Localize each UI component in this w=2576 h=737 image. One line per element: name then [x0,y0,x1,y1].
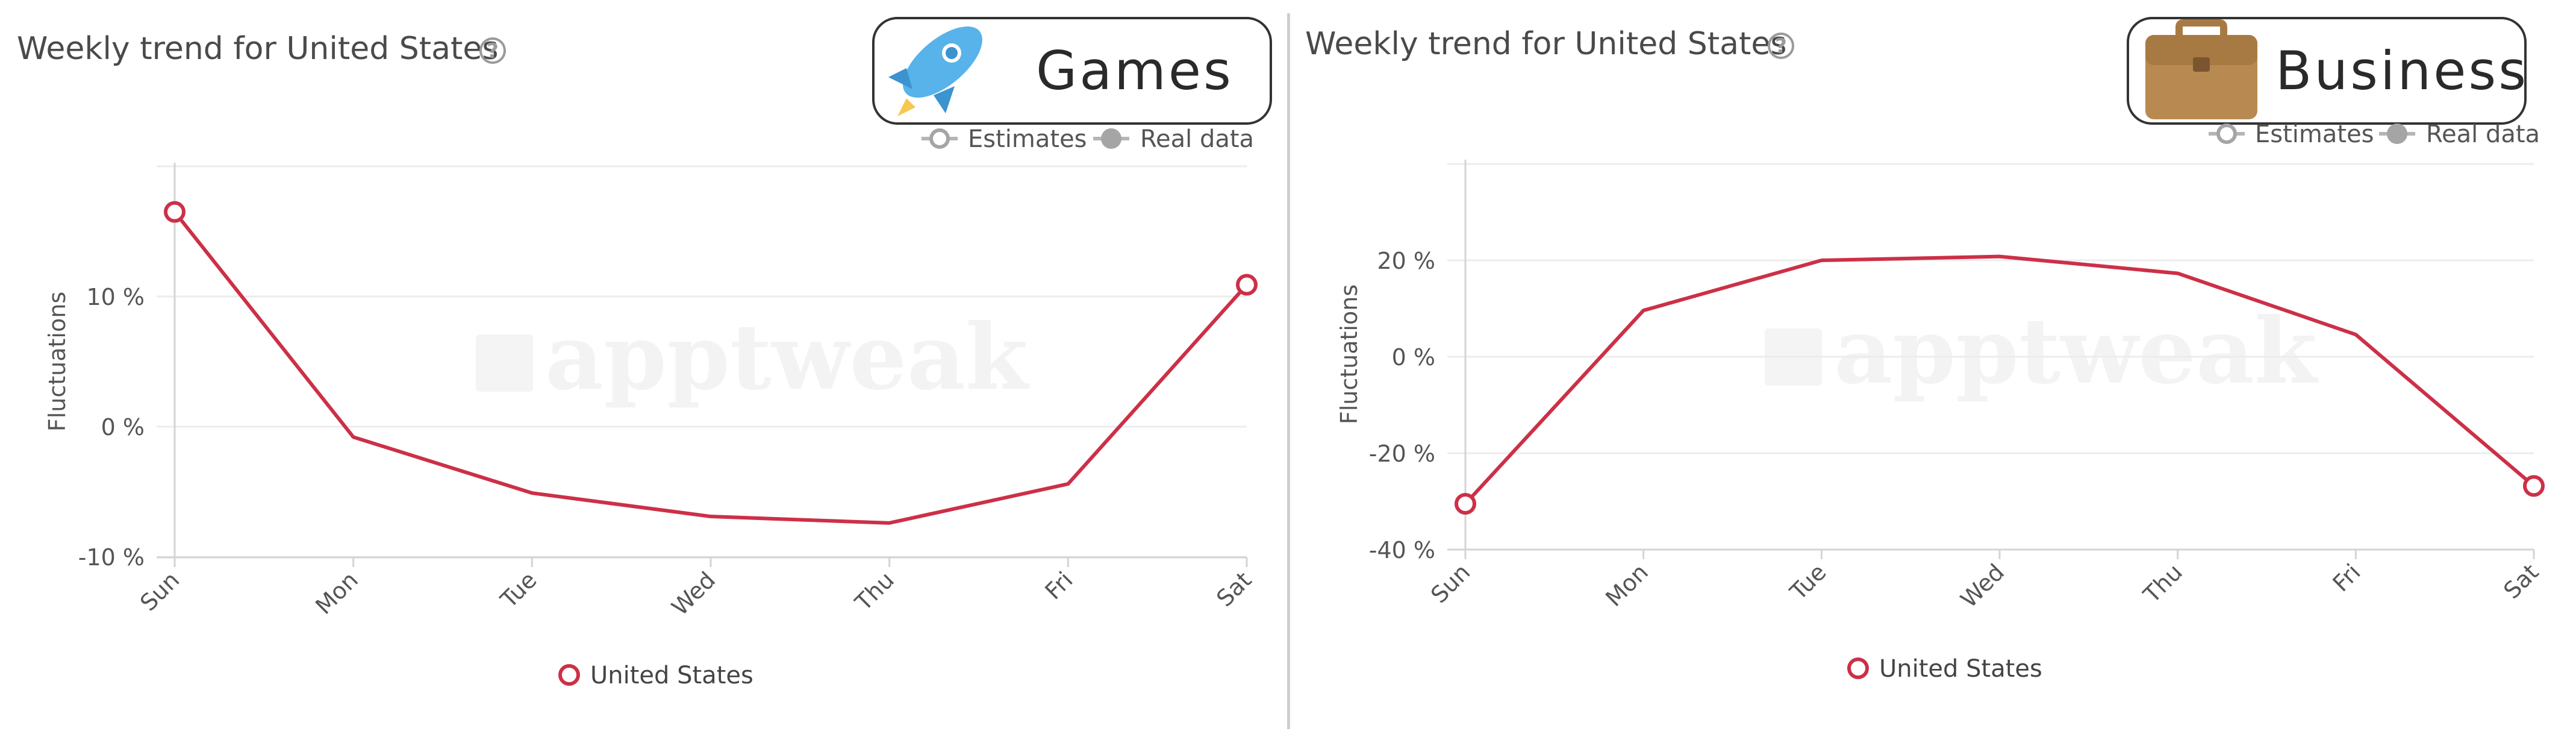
legend[interactable]: United States [558,662,753,689]
x-tick-label: Tue [1785,559,1832,606]
toggle-estimates-label: Estimates [968,125,1087,153]
watermark: apptweak [1765,298,2319,404]
legend-item-united-states: United States [1879,655,2042,683]
y-tick-label: -10 % [78,544,145,571]
x-tick-label: Wed [667,566,721,621]
watermark: apptweak [476,304,1030,410]
briefcase-icon [2145,19,2257,119]
x-tick-label: Sun [1426,559,1475,608]
data-point [164,201,186,223]
x-tick-label: Mon [310,566,363,619]
legend-item-united-states: United States [590,662,753,689]
category-badge: Games [872,17,1272,125]
chart-business: Weekly trend for United States ? Busines… [1305,17,2545,683]
watermark-text: apptweak [1834,298,2319,404]
rocket-icon [888,26,982,116]
toggle-estimates[interactable]: Estimates [922,125,1087,153]
chart-title: Weekly trend for United States [17,31,498,67]
data-point [2523,475,2545,497]
series-line [173,210,1249,525]
help-icon[interactable]: ? [1768,33,1794,59]
x-tick-label: Sat [2498,559,2543,604]
x-tick-label: Fri [1040,566,1078,604]
y-axis-label: Fluctuations [44,292,70,431]
data-point [1236,274,1258,296]
x-tick-label: Tue [495,566,542,613]
help-icon[interactable]: ? [479,37,506,64]
svg-text:?: ? [1775,34,1787,58]
chart-games: Weekly trend for United States ? Games E [17,17,1272,689]
series-line [1464,254,2535,506]
chart-title: Weekly trend for United States [1305,26,1786,62]
chart-panel-business: Weekly trend for United States ? Busines… [1292,0,2575,737]
watermark-text: apptweak [545,304,1030,410]
x-tick-label: Sat [1211,566,1256,612]
x-tick-label: Thu [850,566,899,616]
toggle-real-data-label: Real data [1140,125,1254,153]
x-tick-label: Sun [135,566,184,616]
badge-label: Games [1036,40,1233,102]
y-axis-label: Fluctuations [1336,284,1362,424]
x-tick-label: Thu [2138,559,2188,608]
y-tick-label: -40 % [1369,537,1435,563]
category-badge: Business [2127,17,2528,125]
x-tick-label: Fri [2328,559,2366,597]
y-tick-label: 20 % [1377,248,1435,274]
x-tick-label: Wed [1956,559,2010,613]
toggle-real-data-label: Real data [2426,121,2540,148]
toggle-estimates[interactable]: Estimates [2209,121,2374,148]
svg-text:?: ? [487,39,499,63]
x-tick-label: Mon [1600,559,1653,612]
data-point [1455,493,1476,515]
panel-divider [1287,13,1290,729]
toggle-real-data[interactable]: Real data [2379,121,2540,148]
y-tick-label: -20 % [1369,441,1435,467]
chart-panel-games: Weekly trend for United States ? Games E [0,0,1283,737]
y-tick-label: 0 % [101,414,145,441]
legend[interactable]: United States [1847,655,2042,683]
badge-label: Business [2275,40,2528,102]
y-tick-label: 10 % [86,284,145,310]
toggle-real-data[interactable]: Real data [1093,125,1254,153]
toggle-estimates-label: Estimates [2255,121,2374,148]
y-tick-label: 0 % [1392,344,1435,371]
